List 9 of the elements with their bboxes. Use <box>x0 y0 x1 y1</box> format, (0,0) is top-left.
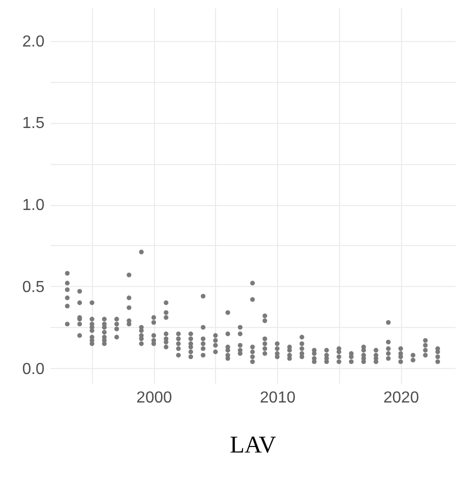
x-axis-title: LAV <box>230 432 277 458</box>
y-tick-label: 2.0 <box>22 33 45 50</box>
x-tick-label: 2000 <box>136 390 172 406</box>
y-tick-label: 0.0 <box>22 360 45 378</box>
x-tick-label: 2010 <box>260 390 296 406</box>
x-tick-label: 2020 <box>383 390 420 406</box>
y-tick-label: 0.5 <box>22 278 45 296</box>
y-tick-label: 1.0 <box>22 197 45 214</box>
y-tick-label: 1.5 <box>22 115 45 132</box>
